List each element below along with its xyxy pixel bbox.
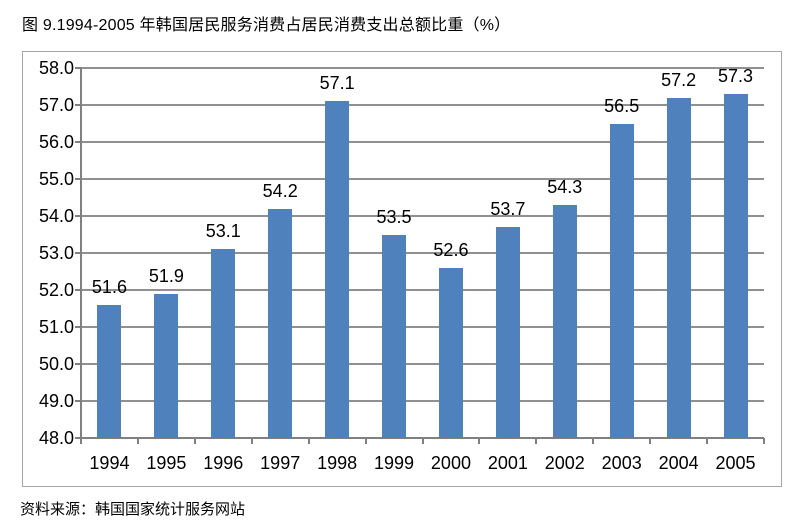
bar-value-label: 53.7 bbox=[490, 199, 526, 220]
bar bbox=[438, 267, 463, 438]
gridline bbox=[81, 67, 764, 69]
y-axis-tick bbox=[75, 289, 81, 291]
bar bbox=[495, 227, 520, 438]
x-axis-tick bbox=[763, 438, 765, 444]
x-axis-tick bbox=[421, 438, 424, 444]
y-axis-label: 56.0 bbox=[38, 132, 74, 152]
y-axis-tick bbox=[75, 326, 81, 328]
x-axis-tick bbox=[250, 438, 253, 444]
y-axis-tick bbox=[75, 400, 81, 402]
x-axis-label: 1994 bbox=[89, 453, 130, 473]
y-axis-tick bbox=[75, 67, 81, 69]
y-axis-label: 55.0 bbox=[38, 169, 74, 189]
y-axis-tick bbox=[75, 104, 81, 106]
x-axis-label: 1996 bbox=[203, 453, 244, 473]
bar bbox=[97, 304, 122, 438]
bar-value-label: 53.1 bbox=[205, 221, 241, 242]
bar-value-label: 54.2 bbox=[262, 180, 298, 201]
x-axis-label: 2005 bbox=[715, 453, 756, 473]
bar-value-label: 51.9 bbox=[148, 265, 184, 286]
bar-value-label: 51.6 bbox=[91, 276, 127, 297]
x-axis-tick bbox=[136, 438, 139, 444]
gridline bbox=[81, 363, 764, 365]
bar-value-label: 52.6 bbox=[433, 239, 469, 260]
x-axis-tick bbox=[80, 438, 82, 444]
bar bbox=[325, 101, 350, 438]
gridline bbox=[81, 326, 764, 328]
y-axis-label: 53.0 bbox=[38, 243, 74, 263]
y-axis-label: 49.0 bbox=[38, 391, 74, 411]
bar-value-label: 57.3 bbox=[718, 65, 754, 86]
bar-value-label: 57.2 bbox=[661, 69, 697, 90]
bar-value-label: 57.1 bbox=[319, 73, 355, 94]
bar bbox=[609, 123, 634, 438]
y-axis-tick bbox=[75, 252, 81, 254]
gridline bbox=[81, 252, 764, 254]
bar-value-label: 53.5 bbox=[376, 206, 412, 227]
bar bbox=[154, 293, 179, 438]
y-axis-tick bbox=[75, 141, 81, 143]
x-axis-tick bbox=[307, 438, 310, 444]
gridline bbox=[81, 104, 764, 106]
x-axis-label: 1995 bbox=[146, 453, 187, 473]
x-axis-label: 1997 bbox=[260, 453, 301, 473]
x-axis-label: 2001 bbox=[487, 453, 528, 473]
y-axis-tick bbox=[75, 363, 81, 365]
x-axis-tick bbox=[193, 438, 196, 444]
y-axis-tick bbox=[75, 215, 81, 217]
x-axis-label: 1999 bbox=[374, 453, 415, 473]
y-axis-label: 48.0 bbox=[38, 428, 74, 448]
x-axis-tick bbox=[592, 438, 595, 444]
x-axis-tick bbox=[364, 438, 367, 444]
bar bbox=[723, 93, 748, 438]
y-axis-label: 50.0 bbox=[38, 354, 74, 374]
y-axis-line bbox=[80, 68, 82, 443]
x-axis-tick bbox=[706, 438, 709, 444]
gridline bbox=[81, 141, 764, 143]
x-axis-tick bbox=[649, 438, 652, 444]
bar bbox=[666, 97, 691, 438]
bar-value-label: 56.5 bbox=[604, 95, 640, 116]
bar bbox=[552, 204, 577, 438]
y-axis-label: 57.0 bbox=[38, 95, 74, 115]
chart-frame: 48.0 49.0 50.0 51.0 52.0 53.0 54.0 55.0 56.0 57.0… bbox=[22, 51, 782, 487]
x-axis-label: 2003 bbox=[601, 453, 642, 473]
bar-value-label: 54.3 bbox=[547, 176, 583, 197]
y-axis-label: 51.0 bbox=[38, 317, 74, 337]
y-axis-label: 52.0 bbox=[38, 280, 74, 300]
bar bbox=[382, 234, 407, 438]
x-axis-label: 2004 bbox=[658, 453, 699, 473]
gridline bbox=[81, 215, 764, 217]
y-axis-tick bbox=[75, 437, 81, 439]
x-axis-label: 2000 bbox=[430, 453, 471, 473]
x-axis-tick bbox=[478, 438, 481, 444]
x-axis-label: 2002 bbox=[544, 453, 585, 473]
source-note: 资料来源：韩国国家统计服务网站 bbox=[20, 501, 246, 518]
gridline bbox=[81, 400, 764, 402]
bar bbox=[268, 208, 293, 438]
x-axis-tick bbox=[535, 438, 538, 444]
y-axis-label: 58.0 bbox=[38, 58, 74, 78]
y-axis-label: 54.0 bbox=[38, 206, 74, 226]
gridline bbox=[81, 178, 764, 180]
y-axis-tick bbox=[75, 178, 81, 180]
x-axis-label: 1998 bbox=[317, 453, 358, 473]
gridline bbox=[81, 289, 764, 291]
chart-title: 图 9.1994-2005 年韩国居民服务消费占居民消费支出总额比重（%） bbox=[22, 17, 511, 34]
bar bbox=[211, 249, 236, 438]
